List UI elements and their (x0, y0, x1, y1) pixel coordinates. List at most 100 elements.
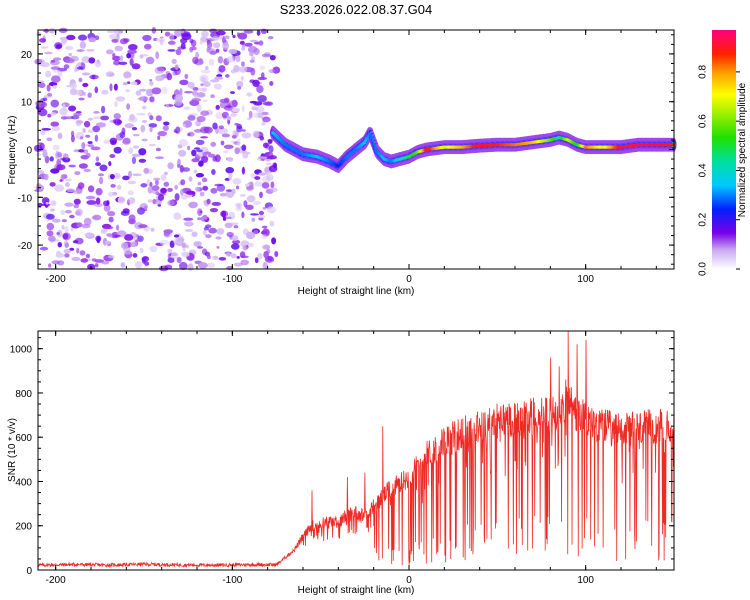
noise-cell (233, 225, 239, 229)
noise-cell (130, 81, 138, 86)
noise-cell (163, 181, 170, 187)
noise-cell (177, 46, 187, 50)
noise-cell (39, 38, 46, 43)
noise-cell (227, 157, 234, 162)
noise-cell (79, 41, 86, 49)
noise-cell (149, 81, 154, 86)
noise-cell (45, 201, 49, 205)
noise-cell (194, 147, 201, 150)
noise-cell (143, 167, 149, 174)
noise-cell (101, 90, 109, 95)
noise-cell (236, 256, 240, 259)
noise-cell (61, 219, 67, 223)
noise-cell (73, 198, 81, 205)
noise-cell (35, 153, 42, 156)
noise-cell (223, 144, 234, 149)
noise-cell (271, 237, 277, 245)
noise-cell (59, 179, 63, 182)
noise-cell (255, 106, 265, 113)
noise-cell (108, 161, 112, 167)
noise-cell (116, 224, 120, 231)
noise-cell (142, 105, 147, 110)
noise-cell (210, 187, 218, 194)
noise-cell (188, 176, 193, 182)
noise-cell (202, 229, 207, 236)
noise-cell (128, 147, 134, 155)
noise-cell (241, 61, 245, 67)
noise-cell (106, 233, 113, 237)
noise-cell (95, 156, 100, 162)
noise-cell (202, 152, 208, 157)
noise-cell (42, 150, 48, 158)
noise-cell (48, 235, 56, 242)
noise-cell (83, 168, 91, 173)
noise-cell (197, 217, 202, 221)
noise-cell (203, 81, 211, 87)
noise-cell (262, 225, 268, 229)
noise-cell (232, 178, 242, 185)
noise-cell (126, 81, 131, 84)
noise-cell (210, 94, 215, 99)
noise-cell (57, 229, 63, 238)
noise-cell (207, 255, 211, 260)
y-tick-label: 200 (15, 522, 32, 533)
noise-cell (210, 141, 217, 147)
noise-cell (119, 38, 128, 45)
noise-cell (88, 37, 96, 43)
noise-cell (245, 231, 256, 240)
noise-cell (128, 44, 138, 51)
noise-cell (224, 35, 230, 40)
noise-cell (122, 82, 128, 86)
y-tick-label: 20 (21, 50, 33, 61)
noise-cell (79, 250, 86, 256)
noise-cell (87, 185, 95, 193)
noise-cell (90, 146, 101, 151)
noise-cell (82, 82, 89, 88)
noise-cell (179, 88, 183, 96)
noise-cell (52, 57, 62, 61)
noise-cell (261, 182, 270, 189)
noise-cell (122, 175, 130, 181)
noise-cell (240, 76, 244, 81)
noise-cell (129, 58, 134, 66)
noise-cell (61, 225, 65, 230)
noise-cell (70, 115, 80, 120)
noise-cell (112, 53, 116, 58)
noise-cell (77, 49, 84, 52)
noise-cell (230, 91, 235, 95)
noise-cell (265, 172, 270, 176)
noise-cell (201, 69, 211, 74)
noise-cell (46, 137, 53, 142)
noise-cell (65, 209, 72, 214)
noise-cell (249, 50, 254, 57)
noise-cell (206, 46, 210, 53)
noise-cell (269, 220, 275, 227)
noise-cell (224, 216, 232, 219)
noise-cell (211, 201, 222, 206)
snr-x-label: Height of straight line (km) (298, 585, 415, 596)
noise-cell (85, 134, 91, 138)
noise-cell (241, 144, 247, 151)
noise-cell (73, 112, 82, 117)
noise-cell (85, 152, 91, 158)
y-tick-label: -10 (18, 193, 33, 204)
noise-cell (185, 167, 189, 171)
noise-cell (69, 214, 75, 219)
noise-cell (201, 177, 208, 183)
noise-cell (272, 162, 277, 168)
x-tick-label: -100 (222, 274, 242, 285)
noise-cell (70, 134, 75, 143)
noise-cell (174, 184, 178, 190)
noise-cell (254, 257, 259, 264)
noise-cell (108, 255, 115, 259)
noise-cell (138, 96, 149, 102)
noise-cell (46, 230, 54, 237)
x-tick-label: -200 (46, 575, 66, 586)
noise-cell (95, 235, 102, 242)
noise-cell (246, 185, 254, 191)
noise-cell (218, 125, 224, 130)
noise-cell (76, 222, 83, 228)
noise-cell (231, 107, 241, 113)
